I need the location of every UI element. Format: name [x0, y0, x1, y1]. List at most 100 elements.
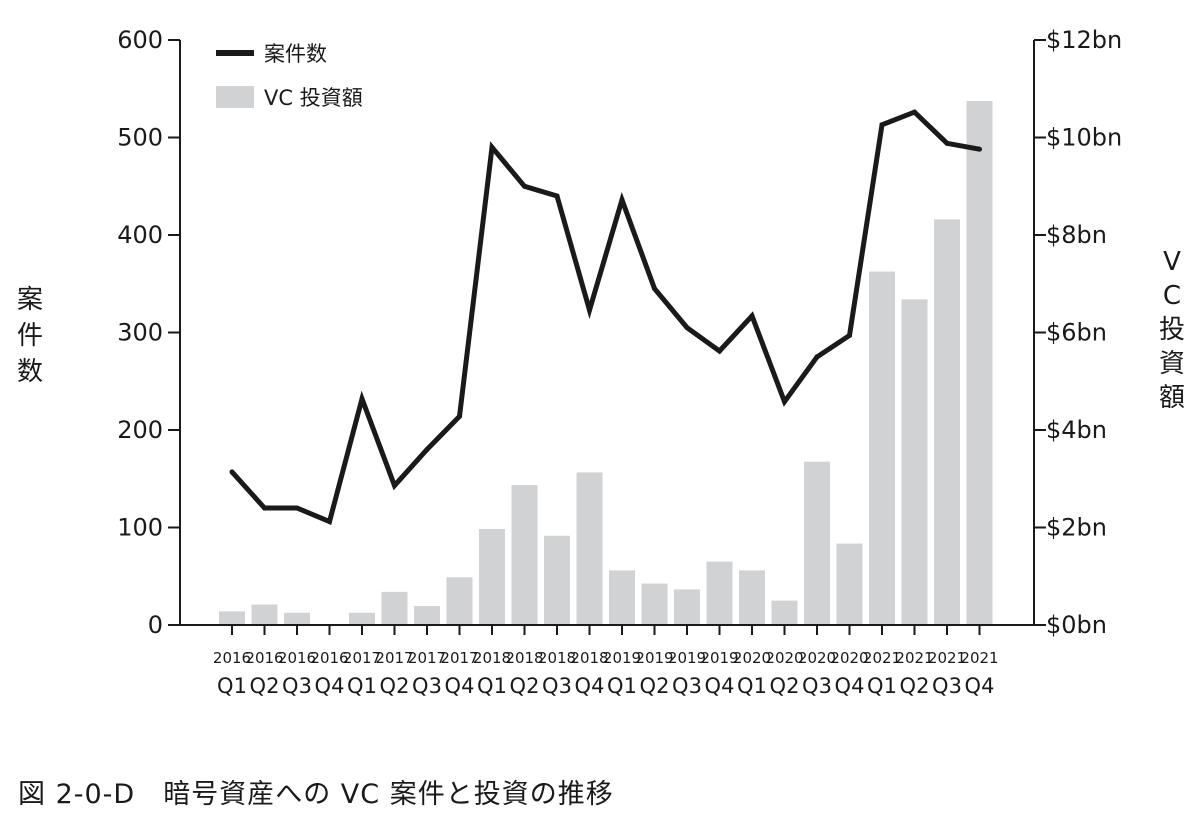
bar-14 — [674, 589, 700, 625]
bar-20 — [869, 271, 895, 625]
x-tick-quarter-0: Q1 — [217, 674, 247, 698]
right-tick-label-1: $2bn — [1046, 514, 1107, 542]
x-tick-year-20: 2021 — [863, 649, 901, 667]
line-point-14 — [684, 325, 690, 331]
x-tick-quarter-18: Q3 — [802, 674, 832, 698]
x-tick-year-19: 2020 — [830, 649, 868, 667]
left-axis-title: 案件数 — [17, 285, 43, 387]
line-point-10 — [554, 193, 560, 199]
bar-10 — [544, 535, 570, 625]
line-point-0 — [229, 469, 235, 475]
right-axis-title-char-1: C — [1163, 281, 1181, 311]
bar-22 — [934, 219, 960, 625]
x-tick-quarter-23: Q4 — [965, 674, 995, 698]
line-point-23 — [977, 146, 982, 152]
x-tick-year-7: 2017 — [440, 649, 478, 667]
left-tick-label-5: 500 — [117, 124, 163, 152]
axes: 0 100 200 300 400 500 600 $0bn $2bn $4bn $6bn $8bn $… — [117, 26, 1122, 698]
bar-17 — [771, 600, 798, 625]
x-tick-quarter-14: Q3 — [672, 674, 702, 698]
figure-caption: 図 2-0-D 暗号資産への VC 案件と投資の推移 — [18, 779, 614, 810]
x-tick-quarter-9: Q2 — [510, 674, 540, 698]
x-tick-year-23: 2021 — [960, 649, 998, 667]
left-tick-label-2: 200 — [117, 416, 163, 444]
x-tick-quarter-17: Q2 — [770, 674, 800, 698]
line-point-20 — [879, 122, 885, 128]
line-point-6 — [424, 447, 430, 452]
x-tick-quarter-12: Q1 — [607, 674, 637, 698]
bar-6 — [414, 605, 440, 625]
x-tick-quarter-2: Q3 — [282, 674, 312, 698]
x-tick-year-11: 2018 — [570, 649, 608, 667]
line-point-11 — [587, 307, 592, 313]
line-point-9 — [522, 183, 527, 189]
x-tick-year-6: 2017 — [408, 649, 446, 667]
bar-16 — [739, 570, 765, 625]
left-tick-label-4: 400 — [117, 221, 163, 249]
x-tick-year-13: 2019 — [635, 649, 673, 667]
x-tick-year-10: 2018 — [538, 649, 576, 667]
left-tick-label-3: 300 — [117, 319, 163, 347]
bar-0 — [219, 611, 245, 625]
x-tick-quarter-21: Q2 — [900, 674, 930, 698]
line-point-15 — [717, 348, 722, 354]
chart: 0 100 200 300 400 500 600 $0bn $2bn $4bn $6bn $8bn $… — [17, 26, 1185, 698]
left-tick-label-6: 600 — [117, 26, 163, 54]
line-point-17 — [782, 399, 787, 405]
left-tick-label-0: 0 — [148, 611, 163, 639]
x-tick-year-4: 2017 — [343, 649, 381, 667]
x-tick-year-17: 2020 — [765, 649, 803, 667]
line-point-4 — [359, 396, 365, 402]
right-axis-title-char-4: 額 — [1159, 383, 1185, 413]
line-point-12 — [619, 197, 625, 203]
bar-9 — [511, 485, 538, 625]
bar-series — [219, 100, 993, 625]
bar-13 — [641, 583, 668, 625]
bar-7 — [446, 577, 473, 625]
bar-19 — [836, 543, 863, 625]
line-point-13 — [652, 286, 657, 292]
x-tick-quarter-7: Q4 — [445, 674, 475, 698]
x-tick-year-12: 2019 — [603, 649, 641, 667]
x-tick-year-3: 2016 — [310, 649, 348, 667]
x-tick-quarter-8: Q1 — [477, 674, 507, 698]
x-tick-year-9: 2018 — [505, 649, 543, 667]
x-tick-quarter-1: Q2 — [250, 674, 280, 698]
line-point-8 — [489, 144, 495, 150]
line-series-path — [230, 109, 980, 526]
x-tick-year-16: 2020 — [733, 649, 771, 667]
x-tick-quarter-5: Q2 — [380, 674, 410, 698]
x-tick-quarter-6: Q3 — [412, 674, 442, 698]
x-tick-year-18: 2020 — [798, 649, 836, 667]
x-tick-year-5: 2017 — [375, 649, 413, 667]
legend-label-cases: 案件数 — [264, 42, 327, 66]
right-axis-title-char-2: 投 — [1159, 315, 1185, 345]
x-tick-quarter-3: Q4 — [315, 674, 345, 698]
line-point-22 — [944, 140, 950, 146]
right-axis-title-char-3: 資 — [1159, 349, 1185, 379]
bar-2 — [284, 612, 310, 625]
bar-5 — [381, 591, 408, 625]
legend-label-vc: VC 投資額 — [264, 86, 363, 110]
left-axis-title-char-2: 数 — [17, 357, 43, 387]
left-tick-label-1: 100 — [117, 514, 163, 542]
legend: 案件数 VC 投資額 — [216, 42, 363, 110]
right-tick-label-6: $12bn — [1046, 26, 1122, 54]
line-point-1 — [262, 505, 267, 511]
x-tick-quarter-16: Q1 — [737, 674, 767, 698]
x-tick-year-2: 2016 — [278, 649, 316, 667]
right-tick-label-3: $6bn — [1046, 319, 1107, 347]
right-tick-label-0: $0bn — [1046, 611, 1107, 639]
x-tick-year-14: 2019 — [668, 649, 706, 667]
left-axis-title-char-0: 案 — [17, 285, 43, 315]
line-point-21 — [912, 109, 917, 115]
bar-18 — [804, 461, 830, 625]
line-point-16 — [749, 313, 755, 319]
bar-15 — [706, 561, 733, 625]
line-point-3 — [327, 519, 332, 525]
bar-21 — [901, 299, 928, 625]
x-tick-year-15: 2019 — [700, 649, 738, 667]
line-point-5 — [392, 483, 397, 489]
x-tick-quarter-10: Q3 — [542, 674, 572, 698]
